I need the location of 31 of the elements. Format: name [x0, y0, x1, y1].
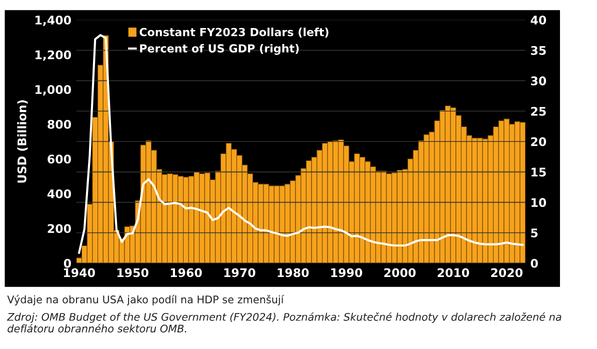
x-tick-label: 2010 — [438, 268, 470, 278]
x-tick-label: 2000 — [384, 268, 416, 278]
y-tick-label: 0 — [64, 258, 71, 268]
x-tick-label: 2020 — [491, 268, 523, 278]
y-tick-label: 1,400 — [36, 16, 71, 26]
y-tick-label: 1,200 — [36, 50, 71, 61]
y-tick-label: 800 — [48, 120, 71, 129]
y-axis-title: USD (Billion) — [17, 100, 28, 183]
x-tick-label: 1980 — [278, 268, 309, 278]
x-tick-label: 1950 — [117, 268, 148, 278]
y2-tick-label: 10 — [532, 198, 546, 207]
y2-tick-label: 20 — [531, 137, 546, 146]
x-tick-label: 1940 — [64, 268, 95, 278]
y-tick-label: 1,000 — [36, 85, 71, 96]
y2-tick-label: 40 — [530, 16, 546, 25]
y-tick-label: 600 — [48, 154, 71, 164]
y-tick-label: 200 — [48, 224, 71, 234]
x-tick-label: 1970 — [224, 268, 256, 278]
y-tick-label: 400 — [47, 189, 71, 198]
y2-tick-label: 25 — [531, 106, 546, 116]
y2-tick-label: 30 — [531, 76, 546, 86]
x-tick-label: 1990 — [331, 268, 362, 278]
text: Výdaje na obranu USA jako podíl na HDP se zmenšují — [7, 294, 284, 306]
legend-label: Constant FY2023 Dollars (left) — [140, 28, 328, 38]
y2-tick-label: 35 — [531, 46, 546, 55]
legend-label: Percent of US GDP (right) — [140, 44, 299, 55]
y2-tick-label: 5 — [531, 228, 538, 238]
x-tick-label: 1960 — [170, 268, 202, 278]
text: Zdroj: OMB Budget of the US Government (FY2024). Poznámka: Skutečné hodnoty v dolarech založené na deflátoru obranného sektoru OMB. — [6, 312, 562, 332]
y2-tick-label: 0 — [530, 258, 538, 268]
y2-tick-label: 15 — [532, 168, 546, 177]
